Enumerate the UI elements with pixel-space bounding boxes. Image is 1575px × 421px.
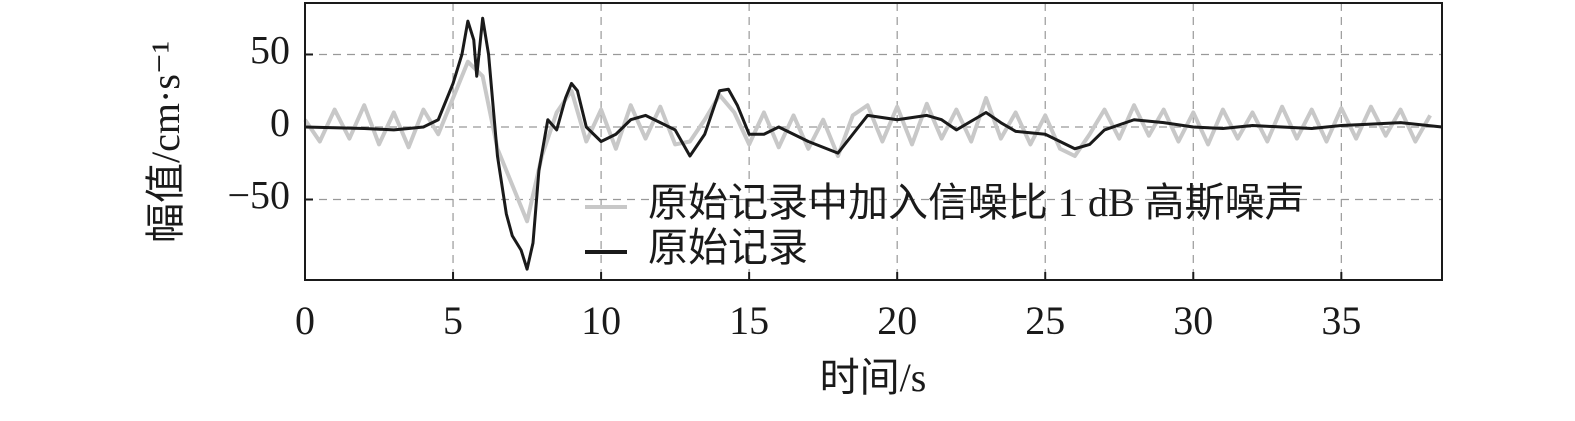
y-tick-label: −50 <box>227 173 290 218</box>
x-tick-label: 30 <box>1173 298 1213 343</box>
legend-label: 原始记录 <box>648 225 808 270</box>
data-line <box>303 59 1432 224</box>
x-tick-label: 25 <box>1025 298 1065 343</box>
y-tick-label: 0 <box>270 100 290 145</box>
y-tick-label: 50 <box>250 28 290 73</box>
y-axis-label: 幅值/cm·s⁻¹ <box>143 41 188 243</box>
x-tick-label: 35 <box>1321 298 1361 343</box>
x-tick-label: 5 <box>443 298 463 343</box>
plot-frame <box>304 2 1443 281</box>
x-tick-label: 10 <box>581 298 621 343</box>
x-tick-label: 15 <box>729 298 769 343</box>
legend-label: 原始记录中加入信噪比 1 dB 高斯噪声 <box>648 180 1305 225</box>
x-axis-label: 时间/s <box>820 355 927 400</box>
data-line <box>304 16 1443 271</box>
x-tick-label: 20 <box>877 298 917 343</box>
x-tick-label: 0 <box>295 298 315 343</box>
